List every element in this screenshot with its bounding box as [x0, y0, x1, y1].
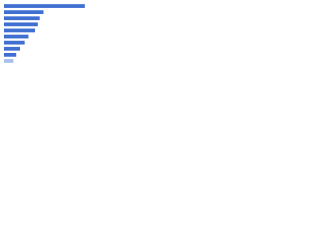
- bar: [4, 10, 44, 15]
- bar: [4, 34, 29, 39]
- bar: [4, 59, 14, 63]
- bar: [4, 28, 36, 33]
- bar: [4, 52, 17, 57]
- chart: [4, 4, 85, 63]
- bar: [4, 16, 40, 21]
- bar: [4, 4, 85, 8]
- bar: [4, 22, 38, 27]
- bar: [4, 46, 20, 51]
- bar: [4, 40, 25, 45]
